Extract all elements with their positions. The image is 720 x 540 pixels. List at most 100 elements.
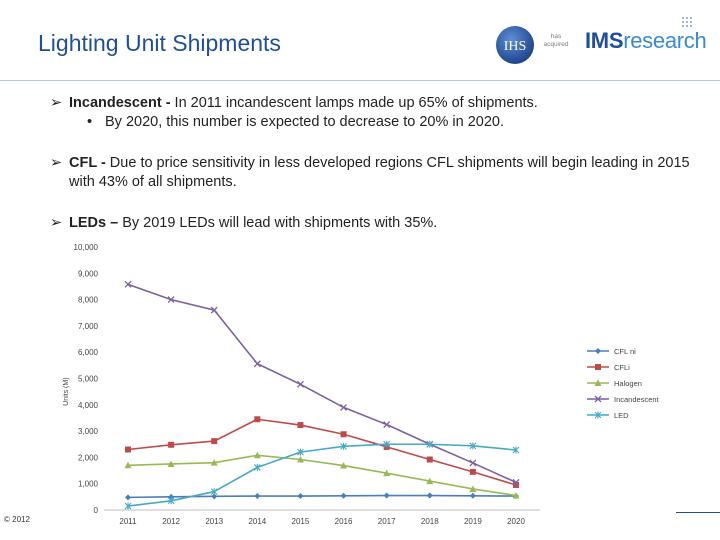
arrow-bullet-icon: ➢ [50, 155, 63, 171]
x-tick-label: 2013 [205, 517, 223, 525]
data-point-incandescent [253, 360, 261, 368]
data-point-led [297, 448, 304, 456]
data-point-led [253, 463, 261, 471]
legend-marker-led [594, 411, 602, 419]
bullet-lead: Incandescent - [69, 95, 171, 111]
ims-logo-light: research [623, 28, 707, 53]
data-point-incandescent [167, 296, 175, 304]
footer-rule [676, 512, 720, 513]
x-tick-label: 2018 [421, 517, 439, 525]
y-tick-label: 9,000 [78, 269, 99, 278]
data-point-cfl-ni [426, 492, 433, 499]
slide-title: Lighting Unit Shipments [38, 30, 281, 56]
sub-bullet-incandescent: • By 2020, this number is expected to de… [50, 113, 710, 132]
data-point-incandescent [296, 380, 304, 388]
data-point-cfl-ni [340, 492, 347, 499]
series-line-cfli [127, 418, 517, 486]
series-line-led [127, 443, 517, 507]
y-tick-label: 1,000 [78, 480, 99, 489]
legend-label-led: LED [614, 411, 629, 420]
x-tick-label: 2012 [162, 517, 180, 525]
data-point-incandescent [512, 478, 520, 486]
legend-marker-cfli [595, 364, 601, 370]
data-point-led [383, 440, 391, 448]
legend-label-cfli: CFLi [614, 363, 630, 372]
data-point-cfl-ni [383, 492, 390, 499]
ims-logo-bold: IMS [585, 28, 624, 53]
data-point-led [512, 446, 520, 454]
legend-marker-cfl-ni [595, 348, 601, 354]
ihs-logo-icon: IHS [496, 26, 534, 64]
data-point-incandescent [124, 280, 132, 288]
data-point-halogen [383, 469, 391, 477]
data-point-incandescent [469, 459, 477, 467]
data-point-halogen [469, 485, 477, 492]
dot-grid-icon [682, 17, 692, 27]
header-divider [0, 80, 720, 81]
data-point-cfli [211, 438, 218, 445]
x-tick-label: 2011 [119, 517, 137, 525]
bullet-leds: ➢ LEDs – By 2019 LEDs will lead with shi… [50, 214, 710, 233]
data-point-led [124, 502, 132, 510]
data-point-led [210, 488, 218, 496]
x-tick-label: 2015 [292, 517, 310, 525]
data-point-led [469, 442, 477, 450]
series-line-halogen [127, 454, 517, 497]
legend-label-halogen: Halogen [614, 379, 642, 388]
y-tick-label: 10,000 [74, 243, 99, 252]
data-point-cfli [426, 456, 433, 463]
bullet-cfl: ➢ CFL - Due to price sensitivity in less… [50, 154, 710, 192]
data-point-cfl-ni [254, 493, 261, 500]
data-point-cfli [340, 431, 347, 438]
data-point-led [340, 442, 347, 450]
acquired-text: has acquired [543, 33, 569, 48]
data-point-cfl-ni [469, 492, 476, 499]
x-tick-label: 2017 [378, 517, 396, 525]
ihs-logo-text: IHS [504, 39, 527, 54]
legend-marker-halogen [594, 379, 602, 386]
data-point-halogen [253, 451, 261, 459]
legend-label-cfl-ni: CFL ni [614, 347, 636, 356]
x-tick-label: 2014 [248, 517, 266, 525]
data-point-cfl-ni [168, 493, 175, 500]
data-point-cfli [297, 422, 304, 429]
bullet-lead: LEDs – [69, 215, 119, 231]
data-point-cfli [125, 446, 131, 453]
y-tick-label: 4,000 [78, 401, 99, 410]
data-point-cfli [513, 482, 519, 489]
arrow-bullet-icon: ➢ [50, 95, 63, 111]
shipments-line-chart: 0 1,000 2,000 3,000 4,000 5,000 6,000 7,000 8,00… [63, 243, 660, 525]
y-tick-label: 3,000 [78, 427, 99, 436]
data-point-halogen [167, 460, 175, 467]
dot-bullet-icon: • [87, 114, 93, 130]
series-line-incandescent [127, 283, 517, 484]
data-point-led [426, 440, 434, 448]
data-point-halogen [124, 461, 132, 469]
imsresearch-logo: IMSresearch [585, 28, 707, 54]
y-tick-label: 0 [94, 506, 99, 515]
x-tick-label: 2020 [507, 517, 525, 525]
data-point-halogen [426, 477, 434, 485]
y-tick-label: 6,000 [78, 348, 99, 357]
bullet-incandescent: ➢ Incandescent - In 2011 incandescent la… [50, 94, 710, 113]
y-tick-label: 8,000 [78, 296, 99, 305]
y-axis-title: Units (M) [63, 377, 70, 405]
x-tick-label: 2019 [464, 517, 482, 525]
data-point-cfl-ni [125, 494, 131, 501]
y-tick-label: 2,000 [78, 453, 99, 462]
bullet-text: In 2011 incandescent lamps made up 65% o… [170, 95, 538, 111]
data-point-incandescent [383, 421, 391, 428]
data-point-incandescent [340, 403, 348, 411]
x-tick-label: 2016 [335, 517, 353, 525]
y-tick-label: 7,000 [78, 322, 99, 331]
legend-marker-incandescent [594, 395, 602, 403]
sub-bullet-text: By 2020, this number is expected to decr… [105, 114, 504, 130]
data-point-halogen [512, 492, 520, 499]
data-point-cfli [469, 468, 476, 475]
bullet-text: Due to price sensitivity in less develop… [69, 155, 690, 190]
data-point-halogen [296, 456, 304, 463]
data-point-halogen [210, 459, 218, 466]
bullet-lead: CFL - [69, 155, 106, 171]
legend-label-incandescent: Incandescent [614, 395, 660, 404]
data-point-cfli [168, 441, 175, 448]
